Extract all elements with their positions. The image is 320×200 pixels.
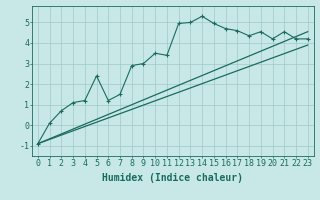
X-axis label: Humidex (Indice chaleur): Humidex (Indice chaleur): [102, 173, 243, 183]
